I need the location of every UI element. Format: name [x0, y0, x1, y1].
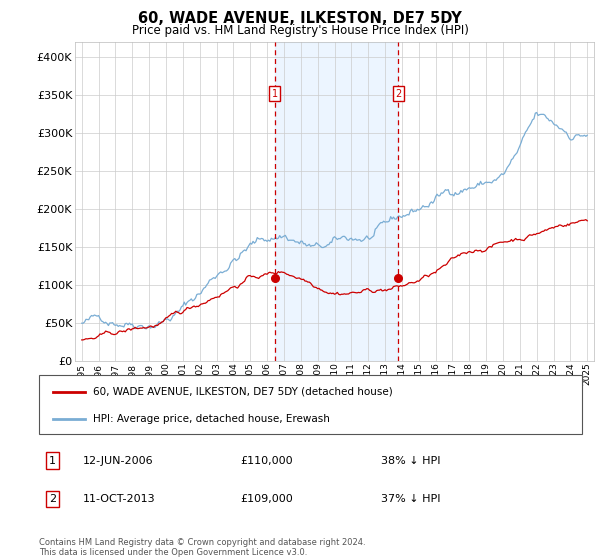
Text: 2: 2	[395, 88, 401, 99]
Text: 1: 1	[272, 88, 278, 99]
Text: 11-OCT-2013: 11-OCT-2013	[82, 493, 155, 503]
Bar	[275, 42, 398, 361]
Text: 60, WADE AVENUE, ILKESTON, DE7 5DY (detached house): 60, WADE AVENUE, ILKESTON, DE7 5DY (deta…	[94, 386, 393, 396]
Text: Price paid vs. HM Land Registry's House Price Index (HPI): Price paid vs. HM Land Registry's House …	[131, 24, 469, 36]
Text: £110,000: £110,000	[240, 455, 293, 465]
Text: 37% ↓ HPI: 37% ↓ HPI	[381, 493, 440, 503]
Text: 2: 2	[49, 493, 56, 503]
Text: Contains HM Land Registry data © Crown copyright and database right 2024.
This d: Contains HM Land Registry data © Crown c…	[39, 538, 365, 557]
Text: 60, WADE AVENUE, ILKESTON, DE7 5DY: 60, WADE AVENUE, ILKESTON, DE7 5DY	[138, 11, 462, 26]
Text: 1: 1	[49, 455, 56, 465]
Text: 38% ↓ HPI: 38% ↓ HPI	[381, 455, 440, 465]
Text: HPI: Average price, detached house, Erewash: HPI: Average price, detached house, Erew…	[94, 414, 330, 424]
Text: £109,000: £109,000	[240, 493, 293, 503]
Text: 12-JUN-2006: 12-JUN-2006	[82, 455, 153, 465]
FancyBboxPatch shape	[39, 375, 582, 434]
